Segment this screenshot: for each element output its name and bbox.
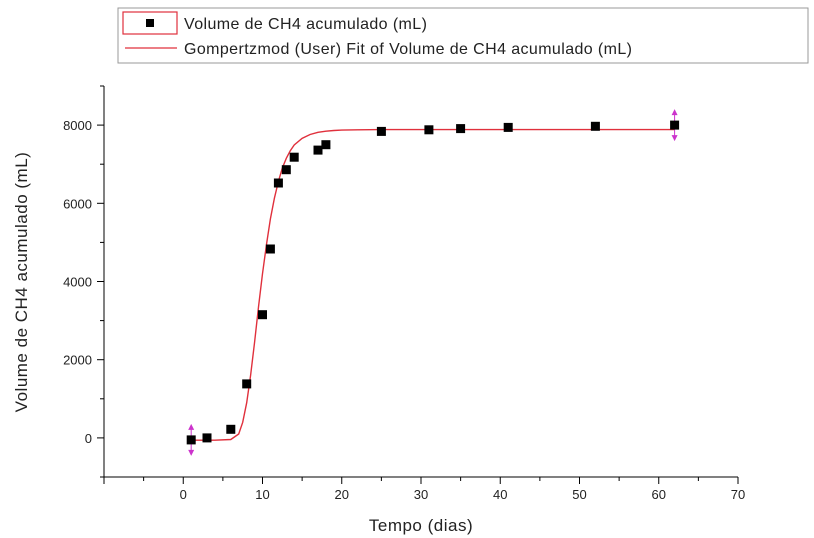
y-tick-label: 6000 [63, 196, 92, 211]
data-point [456, 124, 466, 134]
data-point [590, 121, 600, 131]
legend-label-points: Volume de CH4 acumulado (mL) [184, 16, 427, 33]
data-point [503, 122, 513, 132]
legend-label-fit: Gompertzmod (User) Fit of Volume de CH4 … [184, 41, 632, 58]
data-point [186, 435, 196, 445]
x-ticks: 0 10 20 30 40 50 60 70 [103, 477, 745, 502]
data-point [313, 145, 323, 155]
plot-area [186, 109, 680, 456]
data-point [265, 244, 275, 254]
x-tick-label: 30 [414, 487, 428, 502]
x-tick-label: 10 [255, 487, 269, 502]
x-tick-label: 70 [731, 487, 745, 502]
legend-box [117, 7, 809, 64]
y-tick-label: 2000 [63, 353, 92, 368]
data-point [242, 379, 252, 389]
data-point [273, 178, 283, 188]
arrow-up-icon [671, 109, 678, 116]
arrow-up-icon [188, 423, 195, 430]
axes [103, 86, 738, 478]
data-point [226, 424, 236, 434]
y-tick-label: 4000 [63, 275, 92, 290]
data-point [281, 165, 291, 175]
x-tick-label: 50 [572, 487, 586, 502]
x-tick-label: 40 [493, 487, 507, 502]
x-tick-label: 0 [180, 487, 187, 502]
data-point [289, 152, 299, 162]
legend: Volume de CH4 acumulado (mL) Gompertzmod… [117, 7, 809, 64]
arrow-down-icon [188, 449, 195, 456]
y-tick-label: 8000 [63, 118, 92, 133]
arrow-down-icon [671, 135, 678, 142]
x-tick-label: 20 [335, 487, 349, 502]
data-point [258, 310, 267, 320]
y-ticks: 0 2000 4000 6000 8000 [63, 85, 104, 478]
y-tick-label: 0 [85, 431, 92, 446]
fit-curve [191, 128, 675, 441]
legend-marker-square [146, 19, 154, 27]
y-axis-title: Volume de CH4 acumulado (mL) [12, 152, 31, 413]
legend-marker-frame [122, 11, 178, 35]
x-axis-title: Tempo (dias) [369, 516, 473, 535]
data-point [321, 140, 331, 150]
data-point [376, 126, 386, 136]
data-point [424, 125, 434, 135]
data-point [670, 120, 680, 130]
data-point [202, 433, 212, 443]
x-tick-label: 60 [652, 487, 666, 502]
